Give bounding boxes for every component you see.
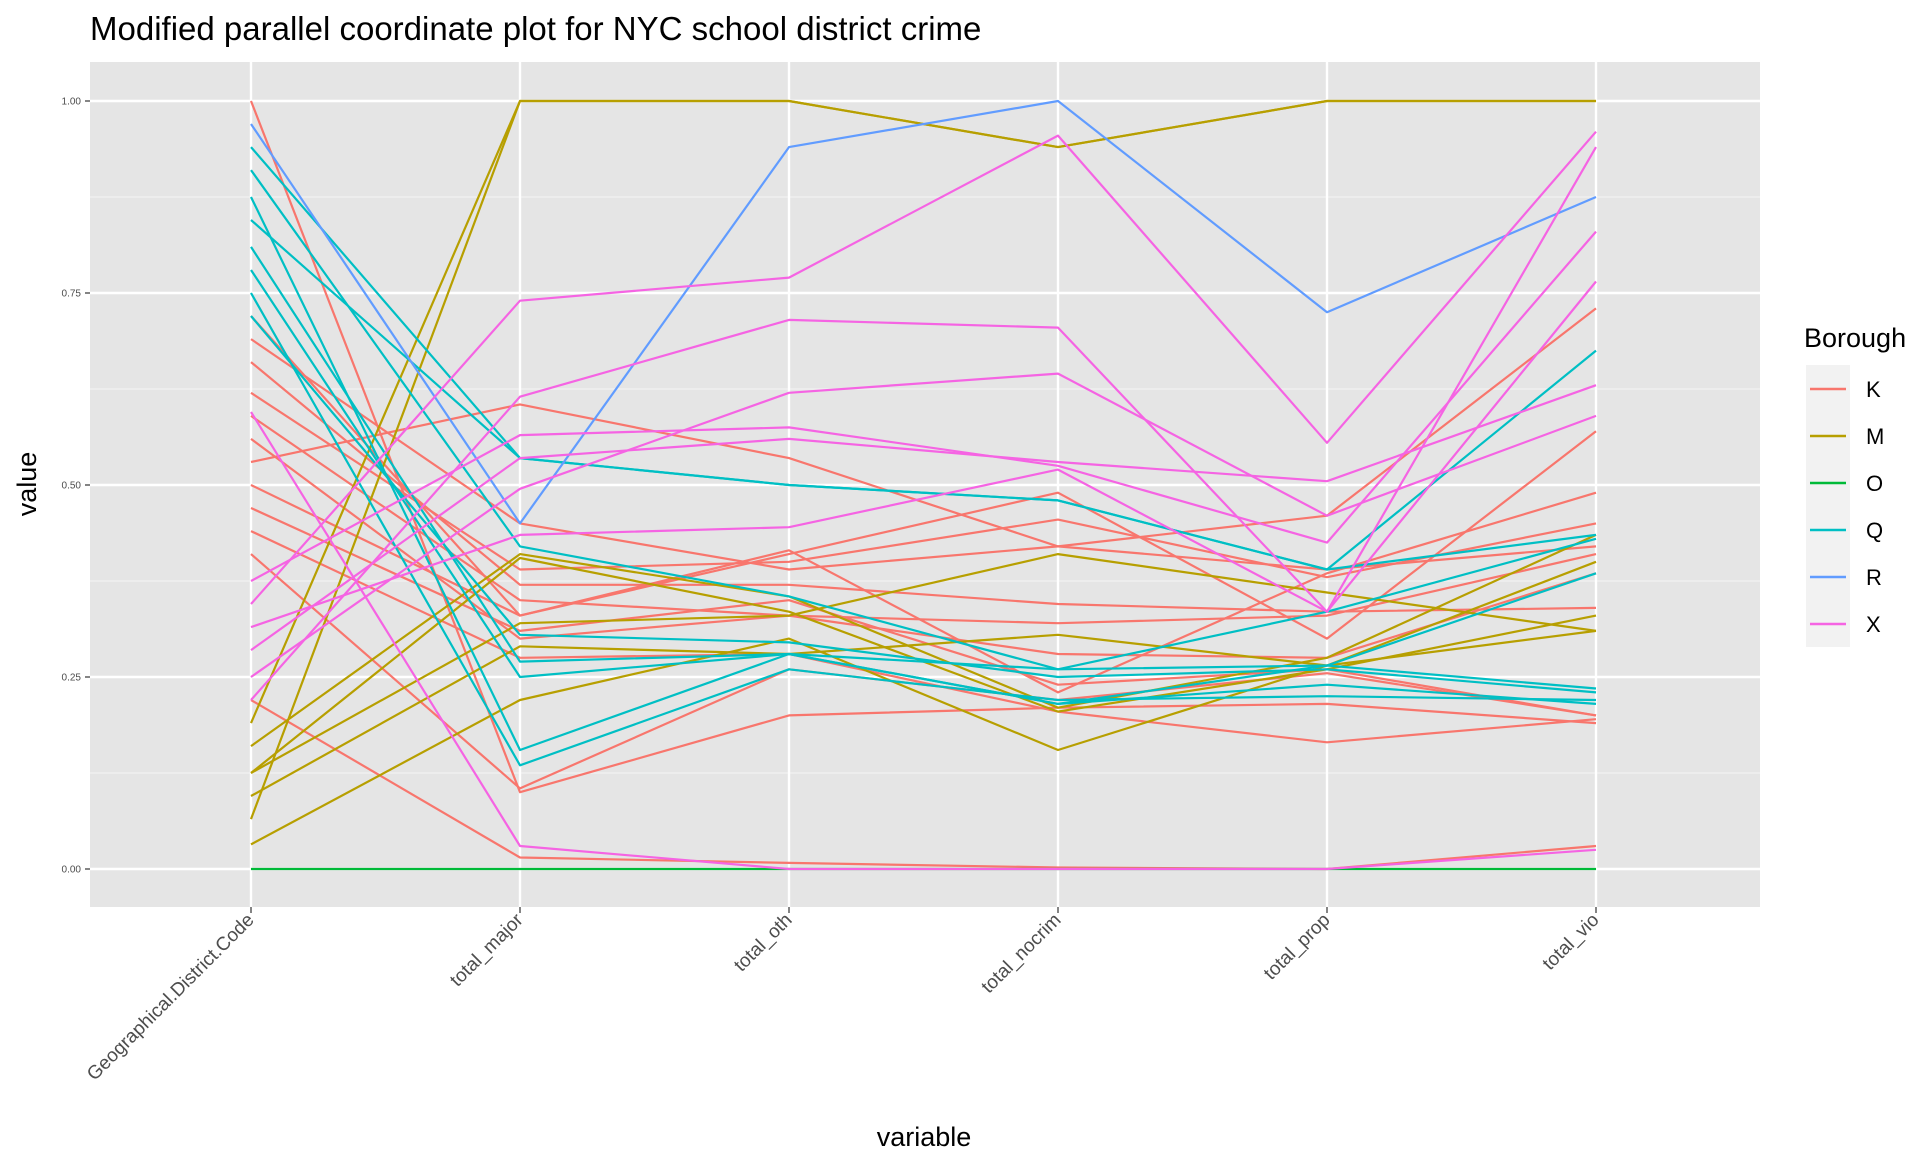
series-line-k (250, 530, 1597, 744)
y-tick-labels: 0.00 0.25 0.50 0.75 1.00 (62, 97, 90, 876)
legend-label-k: K (1866, 377, 1881, 402)
legend-label-q: Q (1866, 518, 1883, 543)
series-line-q (250, 315, 1597, 694)
x-axis-title: variable (877, 1122, 972, 1152)
series-line-k (250, 438, 1597, 659)
series-line-q (250, 219, 1597, 571)
legend-key-background (1806, 365, 1850, 647)
series-line-x (250, 384, 1597, 651)
y-tick-label: 0.00 (62, 865, 82, 876)
x-tick-label: total_oth (730, 910, 796, 976)
chart-title: Modified parallel coordinate plot for NY… (90, 10, 981, 47)
x-tick-label: total_vio (1539, 910, 1604, 975)
series-line-q (250, 269, 1597, 706)
series-line-q (250, 246, 1597, 690)
series-line-x (250, 146, 1597, 629)
x-tick-label: total_major (446, 909, 528, 991)
x-tick-labels: Geographical.District.Code total_major tot… (83, 907, 1604, 1085)
series-line-k (250, 315, 1597, 640)
series-line-k (249, 100, 1597, 794)
x-tick-label: Geographical.District.Code (83, 910, 258, 1085)
series-line-m (250, 533, 1597, 747)
series-line-r (250, 99, 1597, 525)
series-line-k (250, 403, 1597, 571)
series-line-x (250, 230, 1597, 582)
series-line-k (250, 391, 1597, 579)
legend-label-o: O (1866, 471, 1883, 496)
x-tick-label: total_nocrim (978, 910, 1066, 998)
x-tick-label: total_prop (1260, 910, 1335, 985)
series-line-x (250, 372, 1597, 678)
legend-label-x: X (1866, 612, 1881, 637)
series-line-x (250, 130, 1597, 605)
y-tick-label: 0.25 (62, 673, 82, 684)
series-line-x (250, 411, 1597, 871)
y-tick-label: 0.50 (62, 481, 82, 492)
series-line-k (250, 361, 1597, 613)
series-line-k (250, 307, 1597, 571)
series-line-m (250, 560, 1597, 846)
series-line-x (250, 280, 1597, 701)
y-tick-label: 0.75 (62, 289, 82, 300)
series-line-k (250, 414, 1597, 625)
legend-title: Borough (1804, 323, 1906, 353)
y-axis-title: value (12, 452, 42, 517)
series-line-q (250, 169, 1597, 671)
y-tick-label: 1.00 (62, 97, 82, 108)
legend-label-m: M (1866, 424, 1884, 449)
series-lines (249, 99, 1597, 871)
series-line-q (250, 292, 1597, 767)
legend-label-r: R (1866, 565, 1882, 590)
